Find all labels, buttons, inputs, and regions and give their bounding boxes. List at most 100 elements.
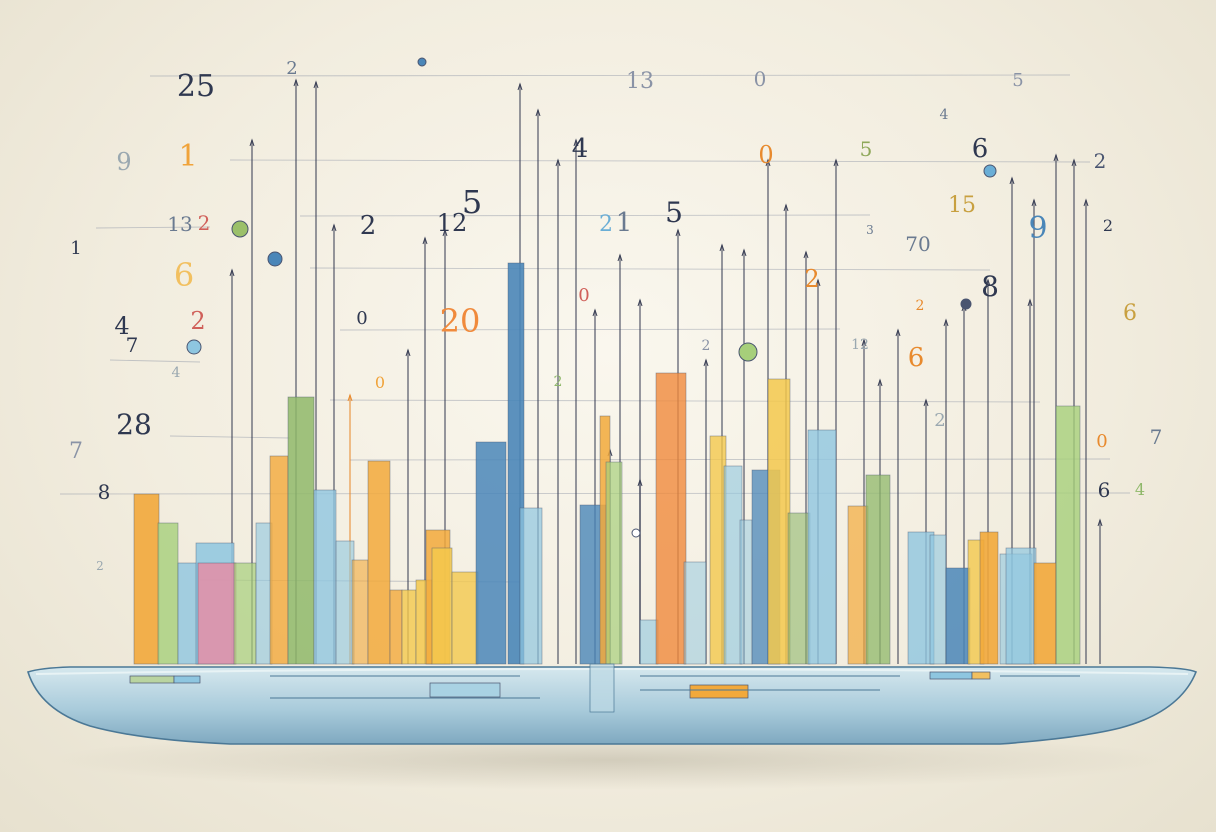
floating-dot	[417, 57, 427, 67]
floating-dot	[231, 220, 249, 238]
stem-tip	[517, 82, 523, 91]
floating-digit: 9	[1028, 211, 1047, 246]
floating-dot	[631, 528, 641, 538]
stem-tip	[703, 358, 709, 367]
platform-block	[129, 675, 175, 684]
bar	[639, 619, 659, 665]
stem-tip	[1053, 153, 1059, 162]
floating-digit: 0	[375, 373, 385, 392]
floating-digit: 1	[70, 238, 81, 259]
floating-digit: 4	[114, 312, 129, 340]
floating-digit: 3	[866, 223, 874, 237]
floating-digit: 0	[356, 308, 367, 329]
bar	[979, 531, 999, 665]
bar	[709, 435, 727, 665]
floating-digit: 2	[599, 212, 613, 237]
bar	[865, 474, 891, 665]
floating-digit: 5	[462, 183, 482, 221]
bar	[945, 567, 971, 665]
floating-digit: 13	[626, 69, 654, 94]
stem-tip	[1071, 158, 1077, 167]
bar	[847, 505, 869, 665]
floating-digit: 7	[1150, 425, 1163, 449]
floating-digit: 70	[905, 232, 930, 256]
floating-digit: 0	[758, 141, 773, 169]
bar	[683, 561, 707, 665]
platform-block	[689, 684, 749, 699]
floating-digit: 2	[1094, 149, 1107, 173]
floating-digit: 2	[286, 58, 297, 79]
floating-digit: 5	[860, 137, 873, 161]
floating-digit: 7	[126, 333, 139, 357]
floating-dot	[738, 342, 758, 362]
stem-tip	[617, 253, 623, 262]
stem-tip	[923, 398, 929, 407]
floating-dot	[960, 298, 972, 310]
bar	[767, 378, 791, 665]
floating-dot	[983, 164, 997, 178]
stem-tip	[1097, 518, 1103, 527]
bar	[1055, 405, 1081, 665]
bar	[351, 559, 369, 665]
floating-digit: 6	[1123, 301, 1137, 326]
stem-tip	[1083, 198, 1089, 207]
guide-line	[349, 458, 1111, 461]
bar	[255, 522, 273, 665]
stem-tip	[592, 308, 598, 317]
bar	[655, 372, 687, 665]
stem-tip	[229, 268, 235, 277]
stem-tip	[1027, 298, 1033, 307]
guide-line	[309, 267, 991, 271]
floating-digit: 0	[578, 285, 589, 306]
stem-tip	[535, 108, 541, 117]
bar	[1005, 547, 1037, 665]
stem-tip	[555, 158, 561, 167]
guide-line	[229, 159, 1091, 163]
stem-tip	[675, 228, 681, 237]
floating-digit: 2	[934, 410, 945, 431]
floating-digit: 1	[178, 139, 197, 174]
stem-tip	[765, 158, 771, 167]
floating-digit: 0	[1096, 431, 1107, 452]
bar	[177, 562, 199, 665]
floating-digit: 4	[1135, 480, 1145, 499]
stem-tip	[783, 203, 789, 212]
bar	[1033, 562, 1057, 665]
stem-tip	[313, 80, 319, 89]
floating-digit: 4	[940, 107, 949, 123]
floating-digit: 12	[437, 209, 468, 237]
stem-tip	[573, 138, 579, 147]
bar	[723, 465, 743, 665]
bar	[389, 589, 403, 665]
bar	[929, 534, 947, 665]
guide-line	[339, 328, 841, 331]
stem-tip	[719, 243, 725, 252]
bar	[367, 460, 391, 665]
floating-digit: 2	[702, 338, 711, 354]
floating-dots	[186, 57, 997, 538]
bar	[287, 396, 315, 665]
stem-tip	[422, 236, 428, 245]
stem-tip	[293, 78, 299, 87]
stem-tip	[347, 393, 353, 402]
stem-tip	[637, 478, 643, 487]
guide-line	[109, 359, 201, 363]
floating-digit: 8	[981, 270, 999, 303]
floating-digit: 25	[177, 69, 215, 104]
floating-digit: 6	[908, 343, 925, 373]
floating-digit: 0	[754, 67, 767, 91]
floating-digit: 28	[116, 408, 152, 441]
floating-digit: 4	[572, 134, 589, 164]
floating-digit: 6	[972, 134, 989, 164]
bar	[519, 507, 543, 665]
floating-digit: 5	[665, 196, 683, 229]
bar	[475, 441, 507, 665]
floating-digit: 6	[1098, 478, 1111, 502]
bar	[269, 455, 289, 665]
floating-digit: 2	[190, 307, 205, 335]
bar	[233, 562, 257, 665]
floating-digit: 13	[167, 212, 192, 236]
stem-tip	[1031, 198, 1037, 207]
